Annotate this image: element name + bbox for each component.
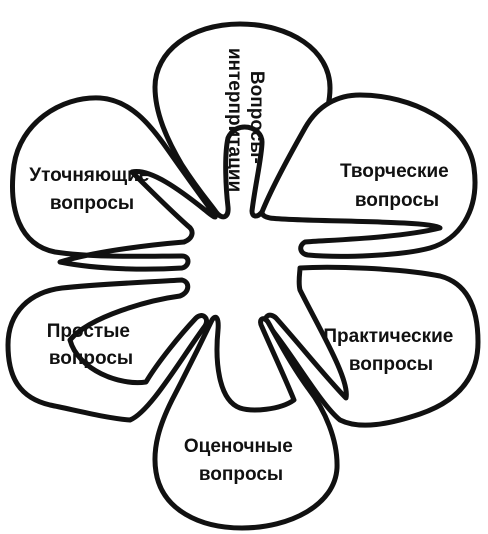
petal-simple-outline (5, 277, 210, 423)
petal-clarifying-line-1: Уточняющие (29, 165, 149, 186)
petal-practical-line-1: Практические (323, 326, 453, 347)
petal-creative-outline (259, 92, 478, 259)
petal-practical-outline (263, 264, 481, 428)
petal-practical-label: Практические вопросы (323, 326, 458, 375)
petal-practical: Практические вопросы (263, 264, 481, 428)
petal-practical-line-2: вопросы (349, 354, 433, 375)
petal-clarifying-label: Уточняющие вопросы (29, 165, 154, 214)
petal-clarifying-outline (10, 95, 218, 272)
petal-interpretation-label: Вопросы- интерпритации (224, 48, 267, 192)
petal-creative-line-1: Творческие (340, 161, 449, 182)
petal-evaluative-line-1: Оценочные (184, 436, 293, 457)
petal-clarifying-line-2: вопросы (50, 193, 134, 214)
petal-simple: Простые вопросы (5, 277, 210, 423)
petal-simple-label: Простые вопросы (47, 321, 136, 369)
petal-creative-line-2: вопросы (355, 190, 439, 211)
petal-evaluative-label: Оценочные вопросы (184, 436, 298, 485)
petal-evaluative-outline (152, 314, 340, 531)
petal-simple-line-2: вопросы (49, 348, 133, 369)
petal-creative-label: Творческие вопросы (340, 161, 454, 211)
petal-creative: Творческие вопросы (259, 92, 478, 259)
petal-interpretation-line-1: Вопросы- (246, 71, 267, 164)
petal-clarifying: Уточняющие вопросы (10, 95, 218, 272)
petal-simple-line-1: Простые (47, 321, 130, 342)
petal-evaluative-line-2: вопросы (199, 464, 283, 485)
petal-interpretation-line-2: интерпритации (224, 48, 245, 192)
petal-evaluative: Оценочные вопросы (152, 314, 340, 531)
